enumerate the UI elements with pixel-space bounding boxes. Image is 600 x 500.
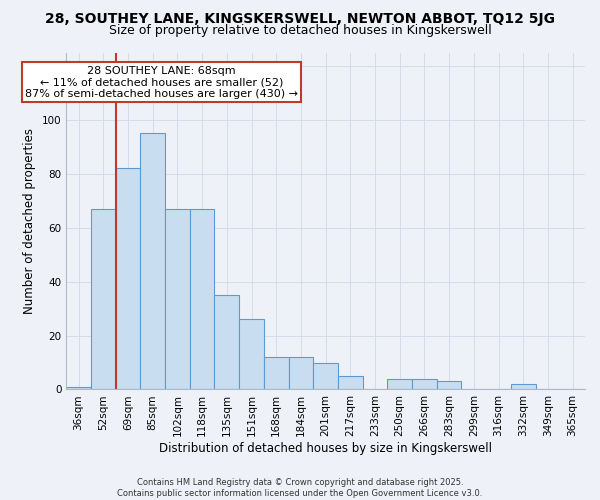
Text: Size of property relative to detached houses in Kingskerswell: Size of property relative to detached ho…: [109, 24, 491, 37]
Bar: [66, 387, 91, 390]
Y-axis label: Number of detached properties: Number of detached properties: [23, 128, 36, 314]
Bar: [437, 382, 461, 390]
Bar: [165, 209, 190, 390]
Bar: [140, 134, 165, 390]
Bar: [511, 384, 536, 390]
Bar: [388, 378, 412, 390]
Bar: [338, 376, 362, 390]
X-axis label: Distribution of detached houses by size in Kingskerswell: Distribution of detached houses by size …: [159, 442, 492, 455]
Bar: [190, 209, 214, 390]
Bar: [313, 362, 338, 390]
Bar: [116, 168, 140, 390]
Bar: [289, 357, 313, 390]
Text: 28 SOUTHEY LANE: 68sqm
← 11% of detached houses are smaller (52)
87% of semi-det: 28 SOUTHEY LANE: 68sqm ← 11% of detached…: [25, 66, 298, 99]
Text: 28, SOUTHEY LANE, KINGSKERSWELL, NEWTON ABBOT, TQ12 5JG: 28, SOUTHEY LANE, KINGSKERSWELL, NEWTON …: [45, 12, 555, 26]
Bar: [214, 295, 239, 390]
Bar: [412, 378, 437, 390]
Bar: [239, 320, 264, 390]
Text: Contains HM Land Registry data © Crown copyright and database right 2025.
Contai: Contains HM Land Registry data © Crown c…: [118, 478, 482, 498]
Bar: [91, 209, 116, 390]
Bar: [264, 357, 289, 390]
